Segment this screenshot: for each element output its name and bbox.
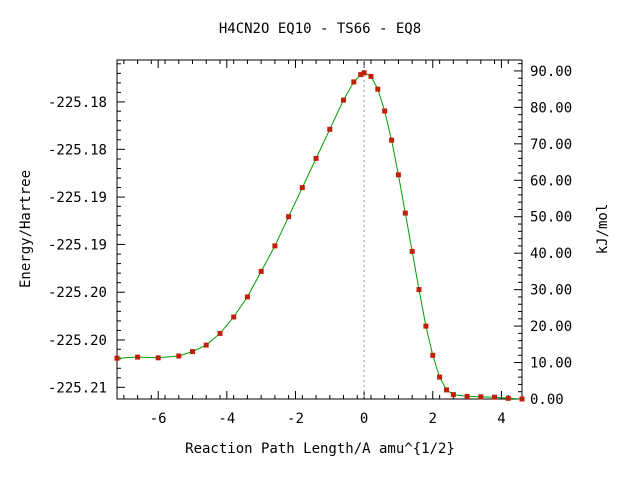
- data-point: [358, 72, 364, 78]
- x-axis-label: Reaction Path Length/A amu^{1/2}: [185, 441, 455, 457]
- data-point: [395, 172, 401, 178]
- y-left-tick-label: -225.19: [48, 237, 107, 253]
- data-point: [444, 387, 449, 393]
- y-right-tick-label: 60.00: [530, 173, 572, 189]
- data-point: [437, 374, 443, 380]
- data-point: [299, 185, 305, 191]
- data-point: [389, 137, 395, 143]
- data-point: [203, 342, 209, 348]
- y-right-tick-label: 80.00: [530, 100, 572, 116]
- data-point: [450, 392, 456, 398]
- data-point: [382, 108, 388, 114]
- plot-frame: [116, 59, 523, 400]
- y-right-tick-label: 30.00: [530, 283, 572, 299]
- x-tick-label: 2: [429, 411, 437, 427]
- data-point: [402, 210, 408, 216]
- x-tick-label: 0: [360, 411, 368, 427]
- data-point: [361, 70, 367, 76]
- y-axis-label: Energy/Hartree: [18, 170, 34, 288]
- data-point: [258, 268, 264, 274]
- x-tick-labels: -6 -4 -2 0 2 4: [150, 411, 506, 427]
- data-point: [505, 395, 511, 401]
- data-point: [217, 330, 223, 336]
- series-group: [114, 60, 525, 402]
- data-point: [368, 73, 374, 79]
- data-point: [286, 214, 292, 220]
- y-left-tick-label: -225.18: [48, 142, 107, 158]
- data-point: [327, 126, 333, 132]
- chart-title: H4CN2O EQ10 - TS66 - EQ8: [219, 21, 421, 37]
- x-tick-label: -2: [287, 411, 304, 427]
- y-right-tick-label: 40.00: [530, 246, 572, 262]
- y-right-tick-label: 20.00: [530, 319, 572, 335]
- y-left-tick-label: -225.21: [48, 380, 107, 396]
- y-right-tick-label: 70.00: [530, 137, 572, 153]
- y-right-tick-labels: 0.00 10.00 20.00 30.00 40.00 50.00 60.00 70.00 8…: [530, 64, 572, 408]
- data-point: [231, 314, 237, 320]
- data-point: [190, 349, 195, 355]
- y-right-tick-label: 0.00: [530, 392, 564, 408]
- data-point: [272, 243, 278, 249]
- data-point: [114, 355, 120, 361]
- x-tick-label: -4: [218, 411, 235, 427]
- x-tick-label: -6: [150, 411, 167, 427]
- data-point: [492, 394, 497, 400]
- data-point: [176, 353, 182, 359]
- data-point: [135, 354, 141, 360]
- series-line: [116, 72, 523, 400]
- x-tick-label: 4: [497, 411, 505, 427]
- y-left-tick-label: -225.19: [48, 190, 107, 206]
- data-point: [478, 394, 484, 400]
- data-point: [519, 396, 525, 402]
- data-point: [409, 248, 415, 254]
- data-point: [464, 393, 470, 399]
- y-left-tick-labels: -225.21 -225.20 -225.20 -225.19 -225.19 -225.…: [48, 95, 107, 396]
- data-point: [416, 287, 422, 293]
- y-right-tick-label: 50.00: [530, 210, 572, 226]
- y2-axis-label: kJ/mol: [595, 204, 611, 255]
- data-point: [375, 86, 381, 92]
- y-right-tick-label: 10.00: [530, 356, 572, 372]
- data-point: [351, 79, 357, 85]
- y-left-tick-label: -225.20: [48, 285, 107, 301]
- tick-marks: [117, 60, 522, 400]
- y-left-tick-label: -225.18: [48, 95, 107, 111]
- data-point: [341, 97, 346, 103]
- y-right-tick-label: 90.00: [530, 64, 572, 80]
- data-point: [430, 352, 436, 358]
- data-point: [313, 155, 319, 161]
- data-point: [244, 294, 250, 300]
- data-point: [423, 323, 429, 329]
- y-left-tick-label: -225.20: [48, 333, 107, 349]
- data-point: [155, 355, 161, 361]
